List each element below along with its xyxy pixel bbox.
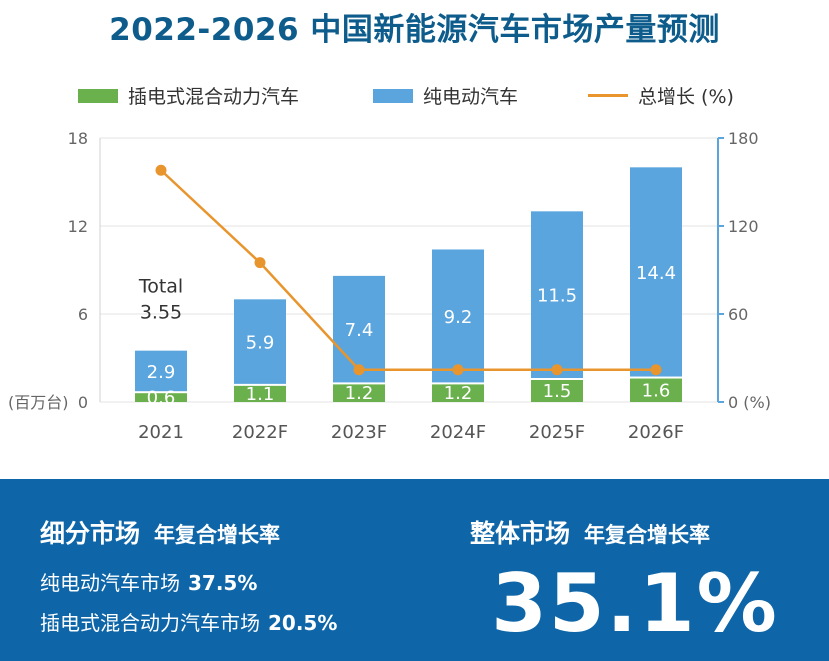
bar-bev — [432, 249, 484, 383]
overall-cagr-value: 35.1% — [491, 557, 779, 650]
bar-bev — [630, 167, 682, 377]
y-right-tick-label: 0 (%) — [728, 393, 771, 412]
y-right-tick-label: 60 — [728, 305, 748, 324]
segment-market-title: 细分市场 — [40, 519, 141, 548]
growth-point — [155, 164, 167, 176]
overall-market-title: 整体市场 — [470, 519, 571, 548]
legend-item-bev: 纯电动汽车 — [373, 82, 518, 109]
phev-market-row: 插电式混合动力汽车市场 20.5% — [40, 607, 337, 636]
production-forecast-chart: 0 6 12 18 (百万台) 0 (%) 60 120 180 0.6 2.9 2021 1.1 5.9… — [8, 129, 771, 443]
legend-label-growth: 总增长 (%) — [638, 86, 734, 108]
bar-label-bev: 9.2 — [444, 307, 473, 328]
y-left-tick-label: 6 — [78, 305, 88, 324]
growth-line — [160, 169, 656, 371]
segment-market-heading: 细分市场 年复合增长率 — [40, 514, 280, 550]
y-left-tick-label: 0 — [78, 393, 88, 412]
bev-market-row: 纯电动汽车市场 37.5% — [40, 567, 257, 596]
bar-label-bev: 5.9 — [246, 333, 275, 354]
legend-swatch-phev — [78, 88, 118, 103]
bar-label-bev: 2.9 — [147, 362, 176, 383]
chart-legend: 插电式混合动力汽车 纯电动汽车 总增长 (%) — [0, 82, 829, 108]
bar-label-phev: 1.6 — [642, 380, 671, 401]
bar-label-bev: 11.5 — [537, 286, 577, 307]
growth-point — [353, 364, 365, 376]
growth-point — [254, 257, 266, 269]
legend-swatch-growth — [588, 94, 628, 97]
cagr-panel: 细分市场 年复合增长率 纯电动汽车市场 37.5% 插电式混合动力汽车市场 20.5%… — [0, 479, 829, 661]
bar-phev — [630, 378, 682, 402]
bar-bev — [234, 299, 286, 384]
page-title: 2022-2026 中国新能源汽车市场产量预测 — [109, 12, 720, 48]
x-tick-label: 2024F — [430, 422, 486, 443]
overall-market-subtitle: 年复合增长率 — [584, 523, 711, 547]
x-tick-label: 2025F — [529, 422, 585, 443]
legend-label-bev: 纯电动汽车 — [423, 86, 519, 108]
bar-label-phev: 1.2 — [444, 383, 473, 404]
bar-phev — [531, 380, 583, 402]
legend-label-phev: 插电式混合动力汽车 — [128, 86, 300, 108]
overall-market-heading: 整体市场 年复合增长率 — [470, 514, 710, 550]
growth-point — [650, 364, 662, 376]
bar-bev — [135, 350, 187, 392]
bar-phev — [432, 384, 484, 402]
phev-market-value: 20.5% — [268, 611, 338, 635]
bar-label-phev: 1.2 — [345, 383, 374, 404]
y-left-unit-label: (百万台) — [8, 393, 69, 412]
phev-market-label: 插电式混合动力汽车市场 — [40, 611, 260, 635]
x-tick-label: 2023F — [331, 422, 387, 443]
x-tick-label: 2022F — [232, 422, 288, 443]
bar-label-phev: 0.6 — [147, 388, 176, 409]
legend-item-growth: 总增长 (%) — [588, 82, 734, 109]
bar-label-bev: 7.4 — [345, 320, 374, 341]
y-right-tick-label: 120 — [728, 217, 759, 236]
total-annotation-value: 3.55 — [140, 302, 182, 324]
bar-phev — [135, 393, 187, 402]
bar-phev — [333, 384, 385, 402]
legend-item-phev: 插电式混合动力汽车 — [78, 82, 299, 109]
x-tick-label: 2026F — [628, 422, 684, 443]
y-right-tick-label: 180 — [728, 129, 759, 148]
bev-market-label: 纯电动汽车市场 — [40, 571, 180, 595]
x-tick-label: 2021 — [138, 422, 184, 443]
growth-point — [551, 364, 563, 376]
bar-phev — [234, 385, 286, 402]
y-left-tick-label: 18 — [68, 129, 88, 148]
bar-bev — [531, 211, 583, 378]
bar-label-bev: 14.4 — [636, 263, 676, 284]
segment-market-subtitle: 年复合增长率 — [154, 523, 281, 547]
total-annotation-label: Total — [138, 276, 183, 298]
y-left-tick-label: 12 — [68, 217, 88, 236]
bar-label-phev: 1.5 — [543, 381, 572, 402]
growth-point — [452, 364, 464, 376]
bar-label-phev: 1.1 — [246, 384, 275, 405]
bev-market-value: 37.5% — [188, 571, 258, 595]
legend-swatch-bev — [373, 88, 413, 103]
